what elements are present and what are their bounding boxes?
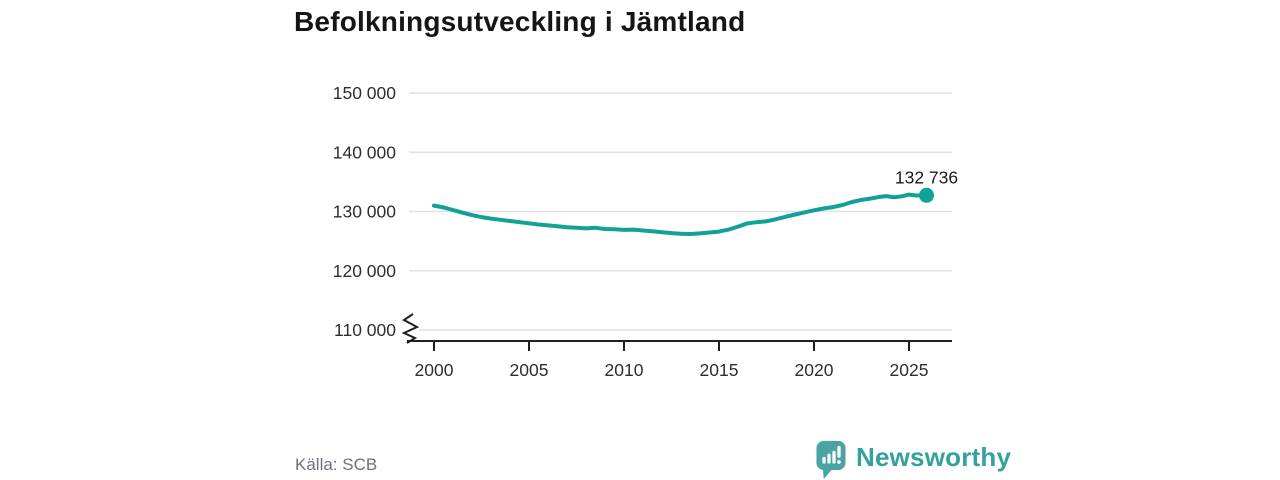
newsworthy-logo: Newsworthy bbox=[814, 440, 1011, 480]
newsworthy-speech-bubble-bar-chart-icon bbox=[814, 440, 848, 480]
x-tick-label: 2020 bbox=[795, 360, 834, 380]
bubble-tail bbox=[822, 467, 834, 480]
exclamation-dot bbox=[837, 460, 841, 464]
population-line bbox=[432, 192, 929, 236]
brand-name-label: Newsworthy bbox=[856, 442, 1012, 472]
last-value-label: 132 736 bbox=[895, 167, 958, 187]
y-tick-label: 120 000 bbox=[333, 261, 397, 281]
x-tick-label: 2015 bbox=[700, 360, 739, 380]
axis-break-icon bbox=[401, 313, 420, 344]
bar-2 bbox=[827, 453, 831, 464]
last-point-marker bbox=[919, 187, 934, 203]
chart-title: Befolkningsutveckling i Jämtland bbox=[294, 6, 746, 37]
y-tick-label: 140 000 bbox=[333, 142, 397, 162]
bar-1 bbox=[822, 456, 826, 464]
source-note: Källa: SCB bbox=[295, 455, 378, 474]
x-tick-label: 2000 bbox=[415, 360, 454, 380]
x-tick-label: 2010 bbox=[605, 360, 644, 380]
y-tick-label: 110 000 bbox=[334, 320, 396, 340]
bubble-shape bbox=[816, 440, 846, 470]
x-tick-label: 2025 bbox=[890, 360, 929, 380]
bar-3 bbox=[832, 450, 836, 464]
y-tick-label: 130 000 bbox=[333, 202, 397, 222]
y-tick-label: 150 000 bbox=[333, 83, 397, 103]
exclamation-stem bbox=[837, 445, 841, 458]
x-tick-label: 2005 bbox=[510, 360, 549, 380]
